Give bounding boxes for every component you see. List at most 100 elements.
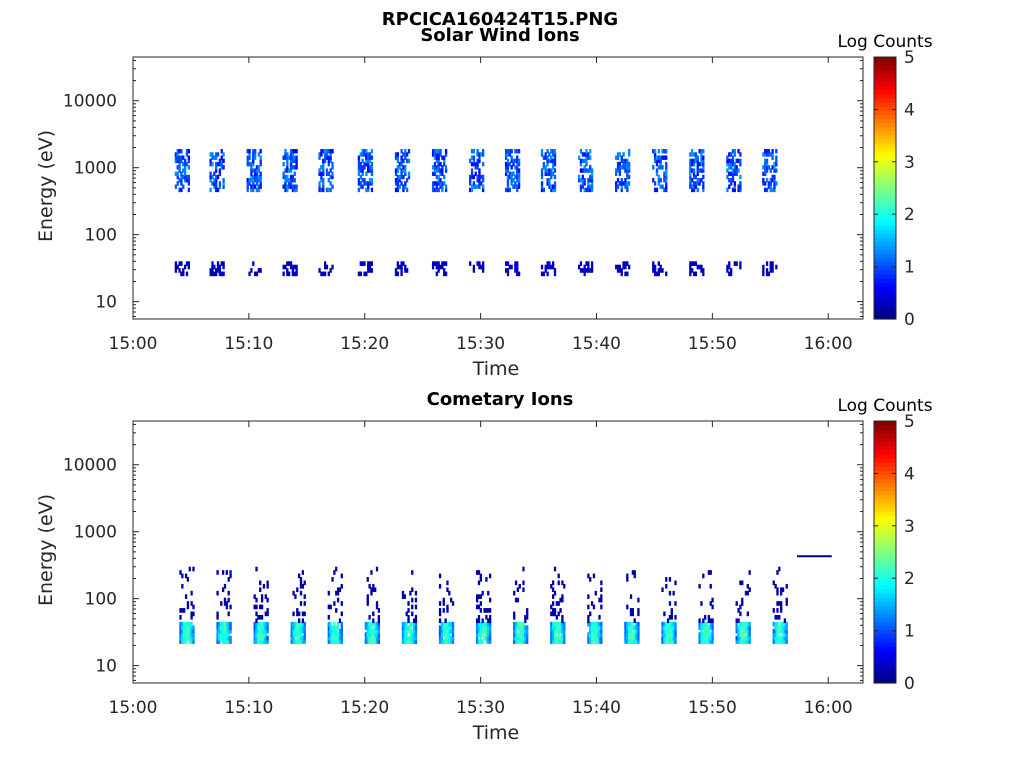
heatmap-cell xyxy=(746,635,749,641)
heatmap-cell xyxy=(255,178,259,183)
heatmap-cell xyxy=(401,635,405,641)
heatmap-cell xyxy=(652,261,655,266)
heatmap-cell xyxy=(476,149,479,154)
heatmap-cell xyxy=(551,601,555,606)
heatmap-cell xyxy=(394,268,398,273)
heatmap-cell xyxy=(396,264,400,270)
heatmap-cell xyxy=(450,628,453,634)
heatmap-cell xyxy=(483,635,486,641)
heatmap-cell xyxy=(665,577,668,582)
heatmap-cell xyxy=(624,261,627,266)
heatmap-cell xyxy=(508,152,511,157)
heatmap-cell xyxy=(631,635,635,641)
heatmap-cell xyxy=(227,590,230,596)
heatmap-cell xyxy=(331,149,334,154)
heatmap-cell xyxy=(587,184,590,189)
heatmap-cell xyxy=(589,187,592,193)
heatmap-cell xyxy=(624,158,627,164)
heatmap-cell xyxy=(661,587,664,593)
heatmap-cell xyxy=(183,161,187,167)
heatmap-cell xyxy=(694,181,698,186)
heatmap-cell xyxy=(336,625,340,631)
heatmap-cell xyxy=(589,635,592,641)
heatmap-cell xyxy=(624,625,627,631)
heatmap-cell xyxy=(581,158,584,164)
heatmap-cell xyxy=(741,635,744,641)
heatmap-cell xyxy=(663,187,666,193)
heatmap-cell xyxy=(262,628,266,634)
heatmap-cell xyxy=(594,621,597,627)
heatmap-cell xyxy=(394,155,398,160)
heatmap-cell xyxy=(704,625,707,631)
heatmap-cell xyxy=(375,628,379,634)
heatmap-cell xyxy=(292,628,295,634)
heatmap-cell xyxy=(476,158,479,164)
heatmap-cell xyxy=(480,174,483,180)
heatmap-cell xyxy=(402,158,405,164)
heatmap-cell xyxy=(365,161,368,167)
heatmap-cell xyxy=(600,621,603,627)
heatmap-cell xyxy=(624,271,627,277)
heatmap-cell xyxy=(257,268,260,273)
heatmap-cell xyxy=(516,158,519,164)
heatmap-cell xyxy=(211,152,214,157)
heatmap-cell xyxy=(439,168,442,173)
heatmap-cell xyxy=(711,628,714,634)
heatmap-cell xyxy=(255,625,258,631)
heatmap-cell xyxy=(368,614,371,620)
heatmap-cell xyxy=(405,632,408,637)
heatmap-cell xyxy=(320,271,323,277)
heatmap-cell xyxy=(620,158,623,164)
heatmap-cell xyxy=(670,625,673,631)
heatmap-cell xyxy=(192,625,195,631)
heatmap-cell xyxy=(284,149,287,154)
heatmap-cell xyxy=(284,264,287,270)
heatmap-cell xyxy=(478,152,481,157)
heatmap-cell xyxy=(442,632,445,637)
heatmap-cell xyxy=(633,618,636,624)
heatmap-cell xyxy=(544,165,547,170)
heatmap-cell xyxy=(559,639,562,644)
heatmap-cell xyxy=(259,149,262,154)
colorbar-segment xyxy=(874,114,896,120)
heatmap-cell xyxy=(289,165,293,170)
heatmap-cell xyxy=(322,149,325,154)
heatmap-cell xyxy=(183,178,187,183)
heatmap-cell xyxy=(589,184,592,189)
heatmap-cell xyxy=(615,184,618,189)
heatmap-cell xyxy=(526,628,529,634)
heatmap-cell xyxy=(403,632,406,637)
heatmap-cell xyxy=(764,161,767,167)
heatmap-cell xyxy=(475,628,479,634)
heatmap-cell xyxy=(190,590,193,596)
heatmap-cell xyxy=(694,184,698,189)
heatmap-cell xyxy=(705,628,709,634)
heatmap-cell xyxy=(616,268,620,273)
heatmap-cell xyxy=(257,165,260,170)
colorbar-segment xyxy=(874,89,896,95)
heatmap-cell xyxy=(414,604,418,610)
heatmap-cell xyxy=(737,187,740,193)
colorbar-segment xyxy=(874,421,896,426)
heatmap-cell xyxy=(266,611,269,617)
colorbar-segment xyxy=(874,179,896,185)
heatmap-cell xyxy=(446,608,449,613)
heatmap-cell xyxy=(553,158,557,164)
heatmap-cell xyxy=(246,161,249,167)
heatmap-cell xyxy=(448,632,451,637)
heatmap-cell xyxy=(225,628,228,634)
heatmap-cell xyxy=(540,184,544,189)
x-tick-label: 15:00 xyxy=(109,334,158,354)
heatmap-cell xyxy=(731,178,735,183)
heatmap-cell xyxy=(377,614,381,620)
colorbar-segment xyxy=(874,253,896,259)
heatmap-cell xyxy=(448,621,451,627)
colorbar-segment xyxy=(874,151,896,156)
heatmap-cell xyxy=(252,158,255,164)
colorbar-segment xyxy=(874,453,896,459)
heatmap-cell xyxy=(731,161,735,167)
heatmap-cell xyxy=(253,155,257,160)
heatmap-cell xyxy=(666,618,670,624)
heatmap-cell xyxy=(367,168,370,173)
heatmap-cell xyxy=(185,271,189,277)
